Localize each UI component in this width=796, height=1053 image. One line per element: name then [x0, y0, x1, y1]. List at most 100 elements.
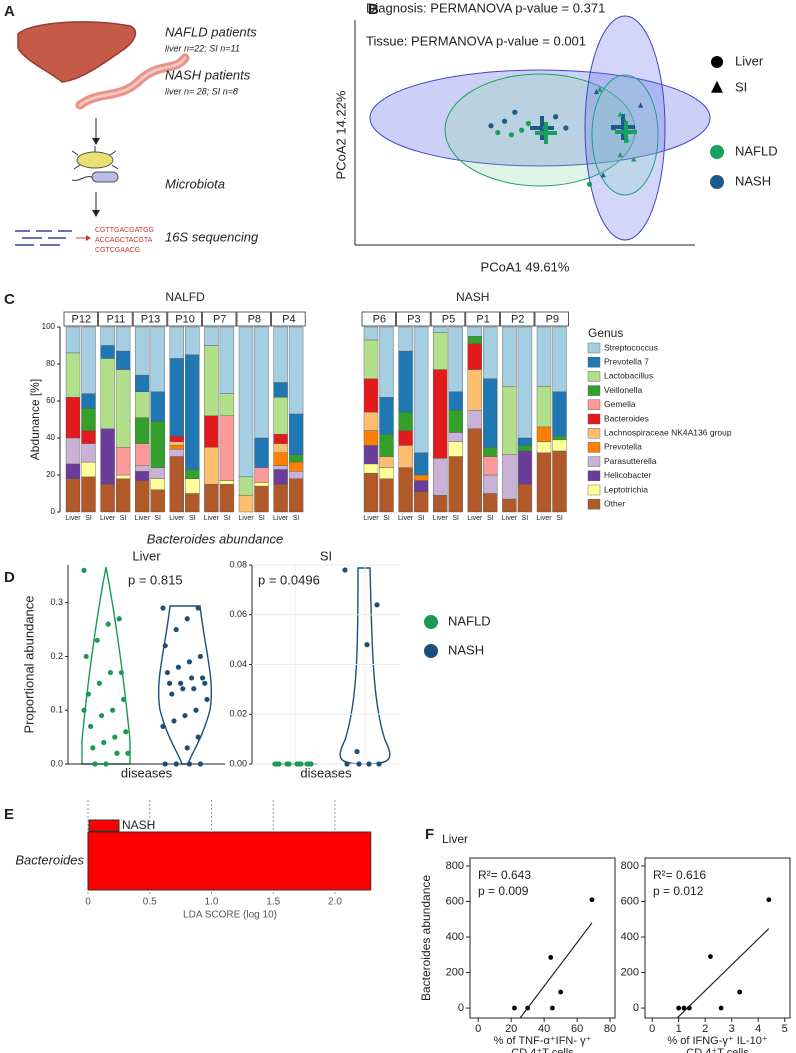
bar-segment [134, 417, 150, 444]
x-tick-label: 5 [782, 1023, 788, 1035]
liver-icon [17, 21, 137, 83]
bar-segment [81, 476, 96, 513]
x-tick-label: SI [452, 515, 459, 522]
legend-label: SI [735, 79, 747, 94]
patient-box [499, 311, 535, 327]
x-axis-label: CD 4⁺T cells [686, 1047, 749, 1053]
sequence: ACCAGCTACGTA [95, 237, 153, 244]
legend-label: Leptotrichia [604, 484, 648, 494]
x-axis-label: LDA SCORE (log 10) [183, 910, 277, 921]
point [356, 761, 362, 767]
bar [87, 831, 372, 891]
bar-segment [467, 369, 482, 411]
point [638, 102, 644, 108]
bar-segment [502, 386, 517, 455]
bar-segment [413, 452, 429, 476]
patient-label: P9 [546, 313, 559, 325]
bar-segment [150, 391, 165, 422]
bar-segment [467, 410, 482, 429]
sequence: CGTTGACGATGG [95, 227, 154, 234]
bar-segment [204, 447, 219, 485]
x-tick-label: 20 [505, 1023, 517, 1035]
x-tick-label: Liver [204, 515, 220, 522]
bar-segment [552, 435, 567, 441]
legend-swatch [424, 644, 438, 658]
bar-segment [273, 469, 288, 485]
legend-swatch [424, 615, 438, 629]
bar-segment [185, 478, 200, 494]
bar-segment [433, 332, 448, 370]
point [125, 750, 131, 756]
x-tick-label: 0.5 [143, 897, 157, 908]
patient-label: P10 [175, 313, 195, 325]
patient-label: P6 [373, 313, 386, 325]
bar-segment [219, 484, 235, 513]
point [308, 761, 314, 767]
bar-segment [467, 326, 482, 337]
bar-segment [169, 441, 185, 446]
y-tick-label: 0.08 [229, 559, 247, 569]
x-tick-label: SI [224, 515, 231, 522]
x-axis-label: diseases [300, 765, 352, 780]
point [610, 124, 616, 131]
x-tick-label: SI [418, 515, 425, 522]
x-tick-label: SI [522, 515, 529, 522]
legend-swatch [587, 499, 601, 510]
legend-label: Parasutterella [604, 456, 657, 466]
bar-segment [467, 343, 482, 370]
bar-segment [134, 374, 150, 392]
nash-counts: liver n= 28; SI n=8 [165, 86, 238, 96]
bar-segment [552, 450, 567, 513]
x-tick-label: 1.5 [266, 897, 280, 908]
bar-segment [134, 471, 150, 481]
bar-segment [363, 463, 379, 474]
bar-segment [413, 326, 429, 454]
patient-box [201, 311, 237, 327]
point [718, 1005, 724, 1011]
patient-label: P13 [141, 313, 161, 325]
bar-segment [254, 437, 269, 468]
bar-segment [169, 456, 185, 513]
panel-letter: D [4, 569, 15, 586]
point [118, 669, 124, 676]
point [558, 989, 564, 995]
panel-letter: F [425, 826, 434, 843]
y-tick-label: 100 [42, 322, 56, 331]
bar-segment [134, 326, 150, 376]
y-tick-label: 400 [621, 931, 639, 943]
bar-segment [185, 326, 200, 355]
bar-segment [65, 326, 81, 354]
bar-segment [238, 326, 254, 478]
point [167, 680, 173, 686]
bar-segment [288, 461, 304, 472]
point [162, 643, 168, 649]
point [563, 125, 569, 131]
sequencing-label: 16S sequencing [165, 229, 259, 244]
bar-segment [536, 452, 552, 513]
point [103, 761, 109, 767]
bar-segment [204, 415, 219, 448]
bar-segment [413, 474, 429, 481]
x-tick-label: 80 [604, 1023, 616, 1035]
point [200, 675, 206, 681]
subtitle: Liver [132, 548, 161, 563]
panel-letter: C [4, 291, 15, 308]
x-tick-label: Liver [398, 515, 414, 522]
y-tick-label: 0.1 [50, 705, 63, 715]
legend-swatch [587, 371, 601, 382]
bar-segment [134, 465, 150, 472]
subtitle: SI [320, 548, 332, 563]
point [508, 132, 514, 138]
patient-box [271, 311, 306, 327]
point [105, 621, 111, 627]
y-tick-label: 0 [458, 1002, 464, 1014]
category-label: Bacteroides [15, 852, 84, 867]
point [502, 118, 508, 124]
bar-segment [398, 445, 413, 468]
y-tick-label: 0.00 [229, 758, 247, 768]
flagella [71, 146, 119, 170]
bar-segment [398, 411, 413, 431]
x-tick-label: SI [556, 515, 563, 522]
legend-label: Lachnospiraceae NK4A136 group [604, 427, 732, 437]
bar-segment [219, 326, 235, 394]
